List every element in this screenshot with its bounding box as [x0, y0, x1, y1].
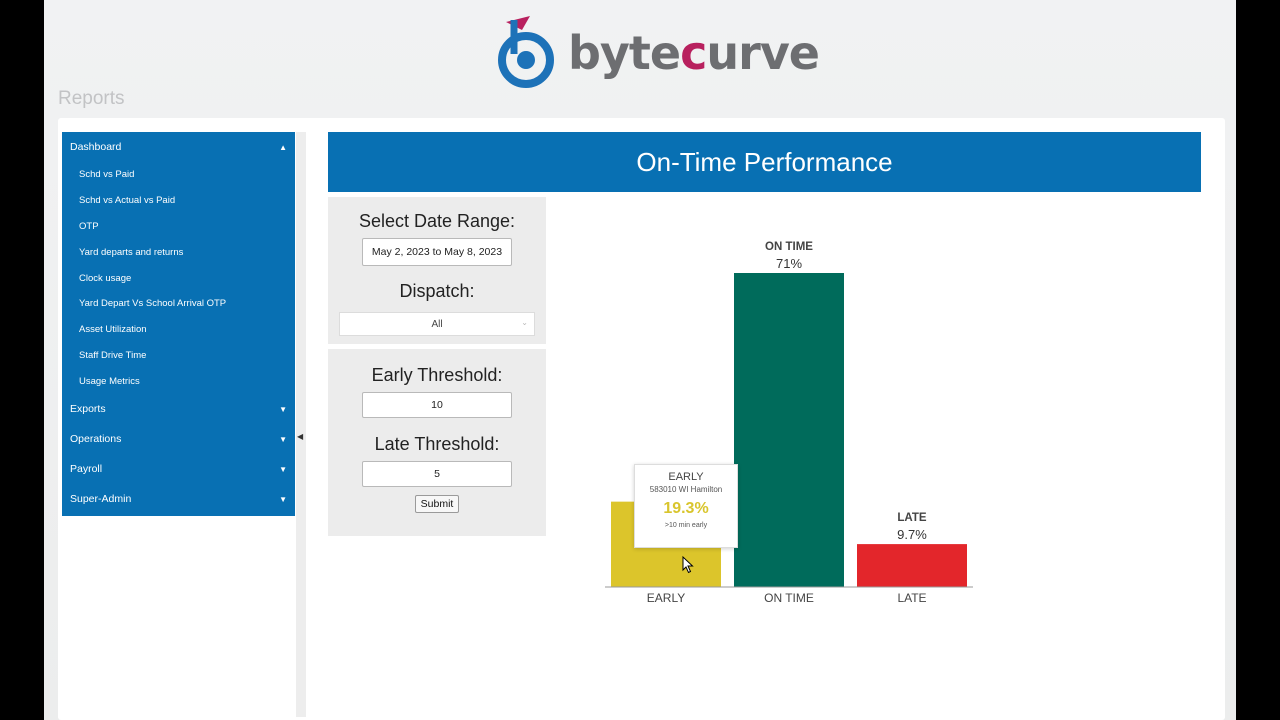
bar-value-label-on-time: 71%: [776, 256, 802, 271]
report-title: On-Time Performance: [328, 132, 1201, 192]
sidebar-item-label: Payroll: [70, 463, 103, 476]
sidebar-item-label: Operations: [70, 433, 122, 446]
tooltip-note: >10 min early: [664, 522, 708, 529]
bar-category-label-late: LATE: [897, 512, 927, 524]
bar-on-time[interactable]: [734, 273, 844, 587]
dispatch-select-value: All: [431, 318, 443, 330]
x-tick-label-late: LATE: [897, 591, 926, 605]
collapse-left-icon[interactable]: ◀: [297, 432, 304, 441]
bar-category-label-on-time: ON TIME: [765, 241, 813, 253]
chevron-down-icon: ▼: [279, 494, 287, 504]
app-window: bytecurve Reports Dashboard ▲ Schd vs Pa…: [44, 0, 1236, 720]
sidebar-subitem-schd-vs-actual-vs-paid[interactable]: Schd vs Actual vs Paid: [79, 195, 176, 207]
bytecurve-logo-icon: [498, 16, 554, 88]
date-range-input[interactable]: May 2, 2023 to May 8, 2023: [362, 238, 512, 266]
chevron-down-icon: ▼: [279, 434, 287, 444]
late-threshold-label: Late Threshold:: [374, 434, 500, 454]
sidebar-subitem-asset-utilization[interactable]: Asset Utilization: [79, 324, 147, 336]
chevron-down-icon: ▼: [279, 464, 287, 474]
sidebar-item-label: Super-Admin: [70, 493, 132, 506]
tooltip-value: 19.3%: [663, 500, 709, 517]
sidebar: Dashboard ▲ Schd vs Paid Schd vs Actual …: [62, 132, 295, 516]
section-title: Reports: [58, 88, 125, 109]
chevron-down-icon: ⌄: [521, 318, 528, 327]
sidebar-subitem-schd-vs-paid[interactable]: Schd vs Paid: [79, 169, 135, 181]
early-threshold-label: Early Threshold:: [371, 365, 503, 385]
filter-panel: Select Date Range: May 2, 2023 to May 8,…: [328, 197, 546, 344]
chevron-up-icon: ▲: [279, 142, 287, 152]
x-tick-label-early: EARLY: [647, 591, 685, 605]
sidebar-subitem-clock-usage[interactable]: Clock usage: [79, 272, 132, 284]
sidebar-subitem-yard-departs[interactable]: Yard departs and returns: [79, 246, 184, 258]
bytecurve-logo: bytecurve: [496, 12, 820, 90]
sidebar-item-super-admin[interactable]: Super-Admin ▼: [62, 484, 295, 514]
sidebar-item-label: Dashboard: [70, 141, 122, 153]
logo-wordmark: bytecurve: [568, 26, 820, 80]
sidebar-subitem-usage-metrics[interactable]: Usage Metrics: [79, 375, 140, 387]
mouse-cursor-icon: [682, 555, 694, 574]
sidebar-item-dashboard[interactable]: Dashboard ▲: [62, 132, 295, 162]
otp-bar-chart: EARLY ON TIME ON TIME 71% LATE LATE 9.7%: [605, 241, 973, 605]
tooltip-location: 583010 WI Hamilton: [649, 485, 723, 494]
bar-late[interactable]: [857, 544, 967, 587]
late-threshold-input[interactable]: 5: [362, 461, 512, 487]
chevron-down-icon: ▼: [279, 404, 287, 414]
tooltip-category: EARLY: [668, 471, 704, 483]
bar-value-label-late: 9.7%: [897, 527, 927, 542]
sidebar-item-label: Exports: [70, 403, 106, 416]
sidebar-splitter[interactable]: ◀: [296, 132, 306, 717]
sidebar-subitem-otp[interactable]: OTP: [79, 220, 99, 232]
chart-tooltip: EARLY 583010 WI Hamilton 19.3% >10 min e…: [634, 464, 738, 548]
date-range-label: Select Date Range:: [358, 211, 516, 231]
submit-button[interactable]: Submit: [415, 495, 459, 513]
threshold-panel: Early Threshold: 10 Late Threshold: 5 Su…: [328, 349, 546, 536]
early-threshold-input[interactable]: 10: [362, 392, 512, 418]
sidebar-item-exports[interactable]: Exports ▼: [62, 394, 295, 424]
dispatch-select[interactable]: All ⌄: [339, 312, 535, 336]
sidebar-subitem-yard-vs-school-otp[interactable]: Yard Depart Vs School Arrival OTP: [79, 298, 227, 310]
dispatch-label: Dispatch:: [399, 281, 475, 301]
x-tick-label-on-time: ON TIME: [764, 591, 814, 605]
sidebar-item-operations[interactable]: Operations ▼: [62, 424, 295, 454]
sidebar-subitem-staff-drive-time[interactable]: Staff Drive Time: [79, 349, 147, 361]
sidebar-item-payroll[interactable]: Payroll ▼: [62, 454, 295, 484]
